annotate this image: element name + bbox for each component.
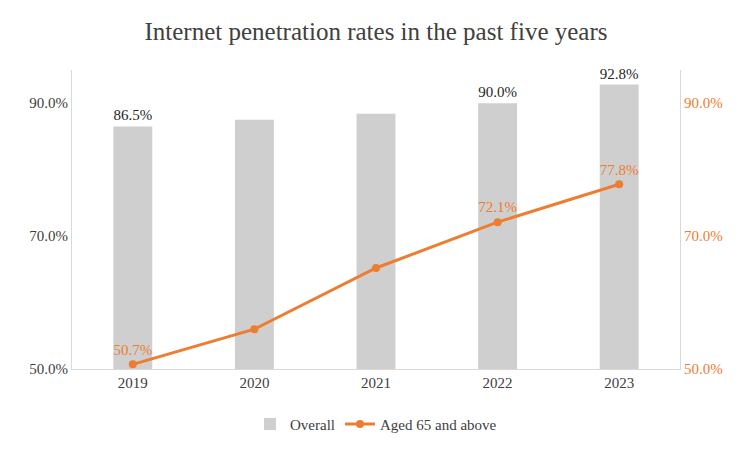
svg-text:2020: 2020 [239,375,269,391]
svg-text:90.0%: 90.0% [29,95,68,111]
svg-text:86.5%: 86.5% [113,107,152,123]
svg-text:72.1%: 72.1% [478,199,517,215]
svg-text:50.0%: 50.0% [684,361,723,377]
svg-text:92.8%: 92.8% [600,66,639,82]
svg-text:50.0%: 50.0% [29,361,68,377]
svg-text:Overall: Overall [290,417,335,433]
svg-text:2022: 2022 [483,375,513,391]
svg-text:70.0%: 70.0% [29,228,68,244]
svg-text:Aged 65 and above: Aged 65 and above [380,417,497,433]
svg-text:50.7%: 50.7% [113,342,152,358]
svg-text:70.0%: 70.0% [684,228,723,244]
svg-text:Internet penetration rates in: Internet penetration rates in the past f… [144,18,607,45]
svg-text:2019: 2019 [118,375,148,391]
svg-text:90.0%: 90.0% [684,95,723,111]
svg-text:77.8%: 77.8% [600,162,639,178]
svg-text:90.0%: 90.0% [478,84,517,100]
svg-text:2021: 2021 [361,375,391,391]
svg-text:2023: 2023 [604,375,634,391]
